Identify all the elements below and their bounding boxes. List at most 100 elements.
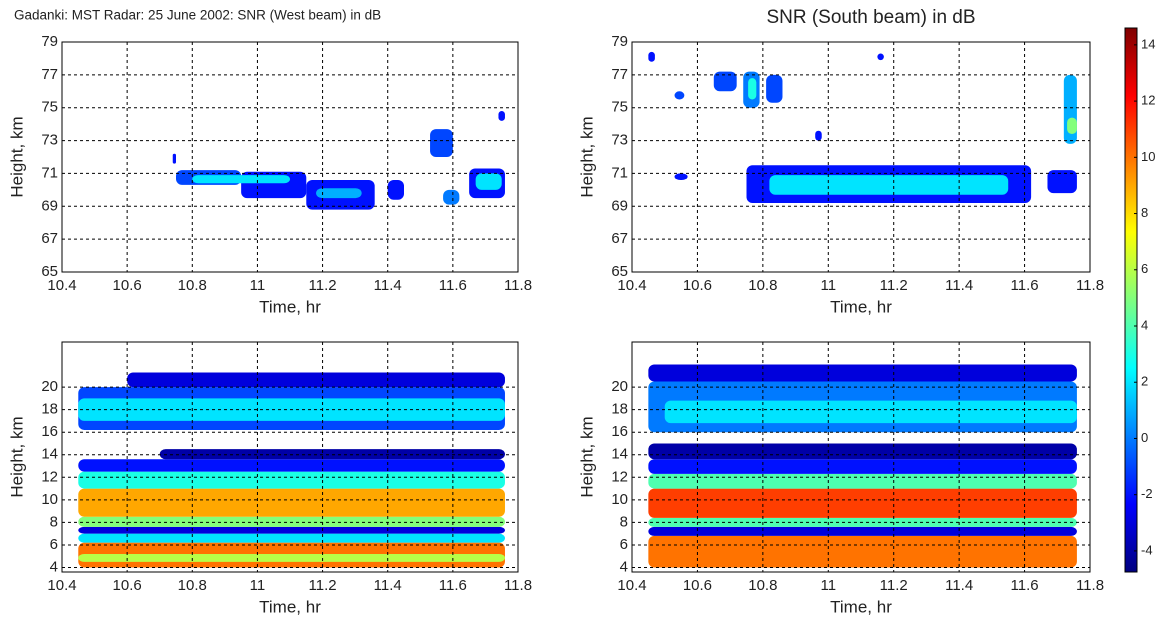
snr-region (1067, 117, 1077, 134)
snr-region (748, 78, 757, 100)
y-tick-label: 73 (611, 132, 628, 149)
x-tick-label: 11.4 (945, 577, 973, 594)
x-tick-label: 10.6 (113, 277, 142, 294)
y-axis-label: Height, km (7, 416, 26, 497)
x-tick-label: 11.8 (504, 577, 532, 594)
snr-region (172, 153, 176, 164)
x-tick-label: 10.8 (178, 577, 207, 594)
colorbar-tick-label: 2 (1141, 374, 1148, 389)
snr-region (766, 74, 783, 103)
snr-region (78, 488, 505, 517)
snr-region (498, 111, 505, 121)
snr-region (78, 533, 505, 543)
y-tick-label: 65 (611, 263, 628, 280)
y-tick-label: 69 (611, 197, 628, 214)
colorbar-tick-label: 8 (1141, 205, 1148, 220)
y-axis-label: Height, km (7, 116, 26, 197)
colorbar-tick-label: 14 (1141, 36, 1155, 51)
snr-region (648, 443, 1077, 460)
x-tick-label: 11.6 (1011, 577, 1039, 594)
y-tick-label: 65 (41, 263, 58, 280)
snr-region (648, 488, 1077, 518)
chart-title: Gadanki: MST Radar: 25 June 2002: SNR (W… (14, 8, 381, 23)
snr-region (430, 129, 453, 157)
x-tick-label: 11.4 (945, 277, 973, 294)
snr-region (674, 173, 688, 180)
y-tick-label: 8 (50, 513, 58, 530)
x-tick-label: 11.4 (374, 277, 402, 294)
x-axis-label: Time, hr (830, 297, 892, 316)
y-tick-label: 4 (50, 558, 58, 575)
plot-frame (61, 341, 519, 573)
snr-region (1047, 170, 1077, 194)
x-tick-label: 11.8 (504, 277, 532, 294)
x-tick-label: 11.2 (309, 577, 337, 594)
y-tick-label: 10 (41, 491, 58, 508)
x-tick-label: 10.6 (113, 577, 142, 594)
y-tick-label: 71 (611, 164, 628, 181)
x-tick-label: 11 (250, 277, 266, 294)
y-tick-label: 77 (41, 66, 58, 83)
snr-region (387, 180, 404, 200)
colorbar-tick-label: 10 (1141, 149, 1155, 164)
colorbar-tick-label: 6 (1141, 261, 1148, 276)
snr-region (648, 364, 1077, 382)
y-tick-label: 79 (41, 33, 58, 50)
y-tick-label: 12 (611, 468, 628, 485)
y-tick-label: 14 (611, 446, 628, 463)
x-tick-label: 10.4 (47, 577, 76, 594)
y-tick-label: 69 (41, 197, 58, 214)
x-tick-label: 11.6 (439, 577, 467, 594)
x-axis-label: Time, hr (259, 297, 321, 316)
snr-region (316, 188, 362, 199)
x-tick-label: 10.8 (748, 577, 777, 594)
x-axis-label: Time, hr (259, 597, 321, 616)
y-tick-label: 6 (50, 536, 58, 553)
plot-frame (631, 341, 1091, 573)
colorbar-tick-label: 4 (1141, 317, 1148, 332)
y-tick-label: 6 (620, 536, 628, 553)
colorbar-tick-label: -4 (1141, 542, 1153, 557)
snr-region (159, 449, 505, 460)
snr-region (648, 459, 1077, 474)
x-tick-label: 11.2 (880, 577, 908, 594)
snr-region (648, 526, 1077, 536)
snr-region (648, 51, 655, 62)
y-tick-label: 12 (41, 468, 58, 485)
y-tick-label: 16 (41, 423, 58, 440)
y-tick-label: 4 (620, 558, 628, 575)
x-tick-label: 11.6 (1011, 277, 1039, 294)
x-tick-label: 10.8 (748, 277, 777, 294)
y-tick-label: 71 (41, 164, 58, 181)
snr-region (877, 53, 884, 61)
colorbar-tick-label: 0 (1141, 430, 1148, 445)
x-tick-label: 10.4 (47, 277, 76, 294)
snr-region (475, 173, 502, 190)
snr-region (78, 526, 505, 534)
x-tick-label: 10.6 (683, 577, 712, 594)
x-axis-label: Time, hr (830, 597, 892, 616)
x-tick-label: 11.2 (309, 277, 337, 294)
snr-region (78, 471, 505, 489)
y-tick-label: 73 (41, 132, 58, 149)
snr-region (443, 189, 460, 205)
x-tick-label: 11.4 (374, 577, 402, 594)
x-tick-label: 11.6 (439, 277, 467, 294)
y-axis-label: Height, km (577, 116, 596, 197)
x-tick-label: 11.8 (1076, 577, 1104, 594)
x-tick-label: 11.8 (1076, 277, 1104, 294)
snr-region (78, 459, 505, 472)
y-tick-label: 75 (41, 99, 58, 116)
x-tick-label: 11.2 (880, 277, 908, 294)
snr-region (648, 473, 1077, 489)
plot-frame (631, 41, 1091, 273)
y-tick-label: 75 (611, 99, 628, 116)
y-tick-label: 67 (41, 230, 58, 247)
y-tick-label: 20 (611, 378, 628, 395)
snr-region (127, 372, 505, 388)
y-tick-label: 18 (41, 401, 58, 418)
snr-region (648, 535, 1077, 568)
y-axis-label: Height, km (577, 416, 596, 497)
colorbar-tick-label: -2 (1141, 486, 1153, 501)
